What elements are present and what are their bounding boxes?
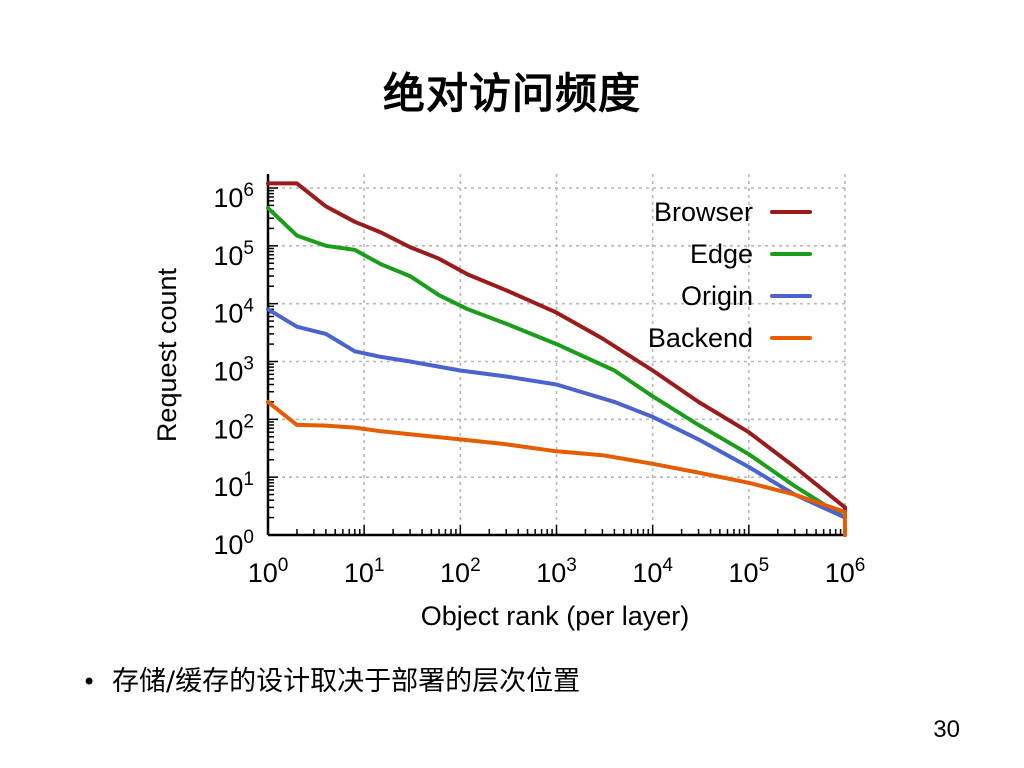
x-axis-title: Object rank (per layer) xyxy=(421,601,690,631)
axes xyxy=(266,174,845,537)
legend-label-edge: Edge xyxy=(690,239,753,269)
y-tick-label: 101 xyxy=(213,469,254,502)
bullet-text: 存储/缓存的设计取决于部署的层次位置 xyxy=(112,666,581,697)
bullet-item: • 存储/缓存的设计取决于部署的层次位置 xyxy=(82,662,580,702)
y-tick-label: 104 xyxy=(213,296,254,329)
x-tick-label: 102 xyxy=(440,555,481,588)
y-tick-label: 102 xyxy=(213,411,254,444)
x-tick-label: 100 xyxy=(248,555,289,588)
legend-label-browser: Browser xyxy=(654,197,753,227)
y-tick-label: 105 xyxy=(213,238,254,271)
x-tick-label: 101 xyxy=(344,555,385,588)
series-line-origin xyxy=(266,307,847,537)
x-tick-label: 103 xyxy=(536,555,577,588)
page-number: 30 xyxy=(933,716,960,743)
legend-label-backend: Backend xyxy=(648,323,753,353)
x-tick-label: 105 xyxy=(729,555,770,588)
y-axis-title: Request count xyxy=(152,267,182,442)
x-tick-label: 106 xyxy=(825,555,866,588)
tick-marks xyxy=(267,187,842,536)
series-line-edge xyxy=(266,206,847,537)
slide-title: 绝对访问频度 xyxy=(382,69,641,118)
grid-lines xyxy=(268,174,846,535)
y-tick-label: 100 xyxy=(213,527,254,560)
legend: Browser Edge Origin Backend xyxy=(648,197,812,353)
series-line-backend xyxy=(266,399,847,537)
series-lines xyxy=(266,181,847,537)
y-tick-label: 106 xyxy=(213,180,254,213)
legend-label-origin: Origin xyxy=(681,281,753,311)
y-tick-label: 103 xyxy=(213,354,254,387)
x-tick-label: 104 xyxy=(632,555,673,588)
series-line-browser xyxy=(266,181,847,537)
tick-labels: 100 101 102 103 104 105 106 100 101 102 103 104 105 1… xyxy=(213,180,865,588)
bullet-marker: • xyxy=(82,668,97,696)
